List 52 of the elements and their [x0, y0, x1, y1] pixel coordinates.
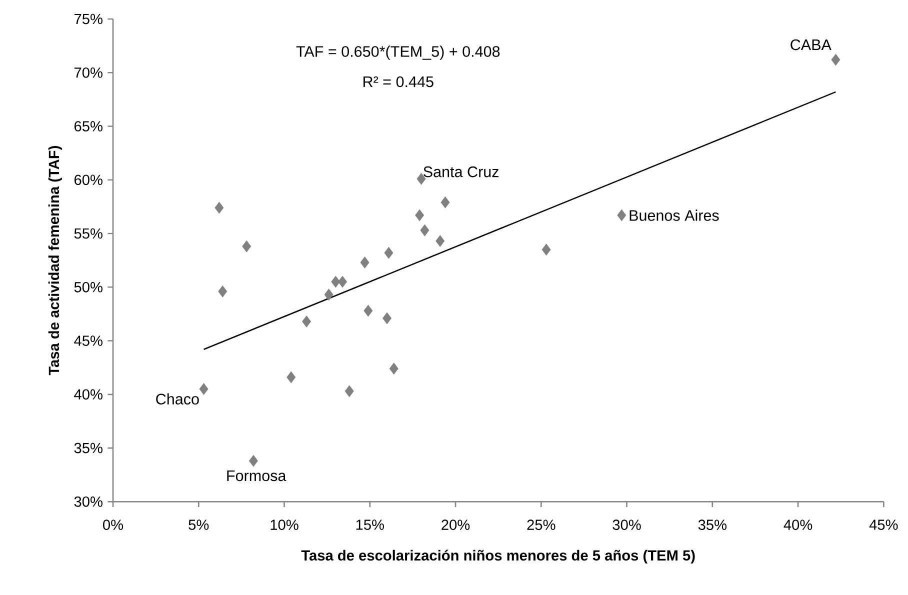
point [242, 240, 252, 252]
point [214, 202, 224, 214]
y-tick-label: 45% [74, 336, 102, 346]
point [248, 455, 258, 467]
point [415, 210, 424, 222]
point [831, 54, 840, 66]
point [436, 235, 445, 248]
annotation: Formosa [227, 470, 286, 482]
point [617, 210, 626, 222]
point [199, 383, 208, 396]
point [338, 276, 347, 288]
point [384, 247, 394, 259]
point [382, 312, 392, 324]
x-tick-label: 20% [442, 520, 470, 530]
x-tick-label: 45% [869, 520, 898, 530]
x-tick-label: 15% [356, 520, 384, 530]
y-tick-label: 35% [74, 443, 102, 454]
x-tick-label: 40% [784, 520, 812, 530]
point [344, 386, 354, 398]
point [364, 305, 373, 317]
annotation: CABA [790, 40, 832, 50]
x-tick-label: 30% [612, 520, 641, 530]
point [440, 196, 450, 208]
x-axis-title: Tasa de escolarización niños menores de 5 años (TEM 5) [301, 550, 695, 564]
point [420, 224, 430, 236]
x-tick-label: 0% [103, 520, 124, 530]
y-tick-label: 50% [74, 282, 102, 292]
point [389, 362, 398, 375]
x-tick-label: 5% [188, 520, 209, 530]
x-tick-label: 10% [270, 520, 298, 530]
y-tick-label: 75% [74, 14, 102, 24]
annotation: TAF = 0.650*(TEM_5) + 0.408 [296, 46, 500, 60]
y-tick-label: 40% [74, 389, 102, 400]
y-tick-label: 30% [74, 496, 102, 508]
point [542, 244, 551, 256]
y-tick-label: 55% [74, 228, 102, 239]
annotation: Buenos Aires [630, 210, 719, 222]
x-tick-label: 35% [698, 520, 726, 530]
x-tick-label: 25% [527, 520, 556, 530]
point [218, 286, 228, 298]
point [360, 256, 370, 268]
point [331, 276, 340, 288]
annotation: R² = 0.445 [364, 76, 434, 88]
point [324, 288, 334, 301]
point [302, 316, 311, 328]
point [286, 372, 296, 384]
annotation: Santa Cruz [424, 166, 498, 178]
y-tick-label: 70% [74, 68, 102, 78]
y-tick-label: 65% [74, 121, 102, 132]
y-axis-title: Tasa de actividad femenina (TAF) [48, 146, 62, 376]
y-tick-label: 60% [74, 174, 102, 186]
annotation: Chaco [156, 393, 199, 405]
